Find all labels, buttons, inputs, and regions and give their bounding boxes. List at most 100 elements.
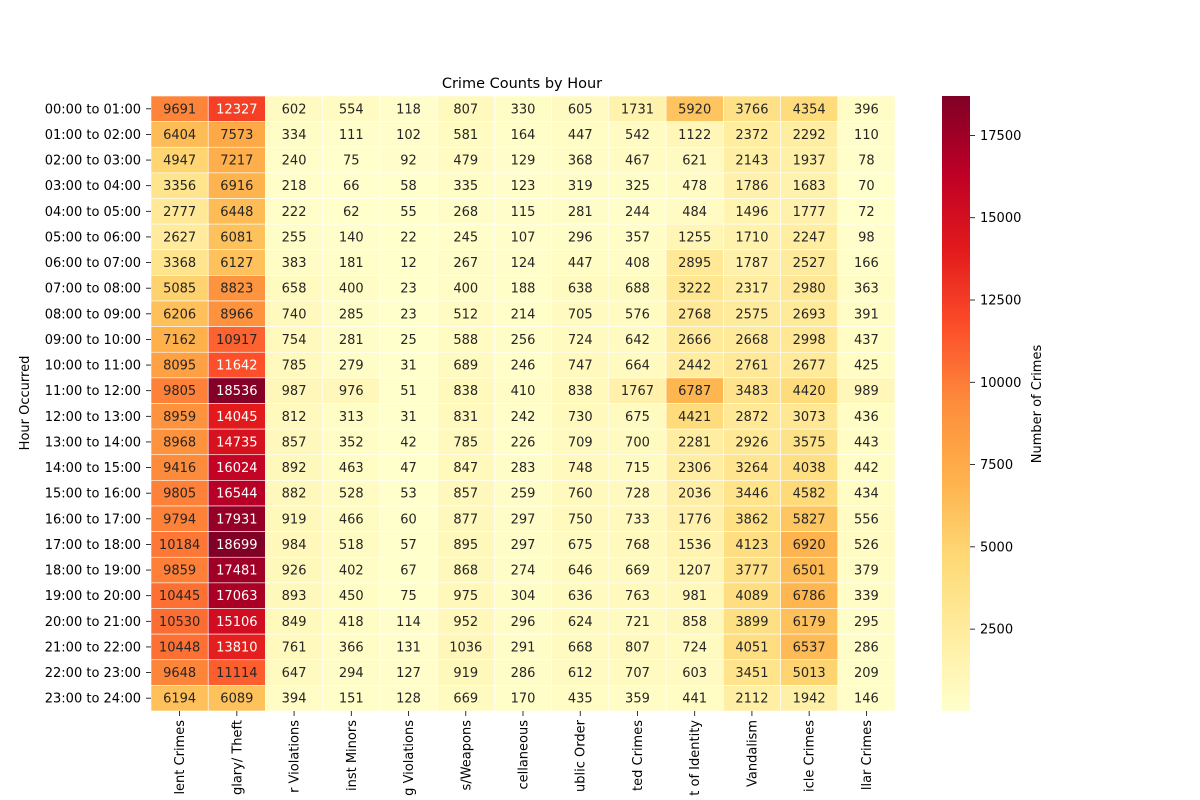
heatmap-cell: [207, 223, 266, 251]
cell-value-label: 291: [511, 640, 536, 655]
heatmap-cell: [837, 659, 896, 686]
cell-value-label: 1777: [793, 205, 826, 220]
cell-value-label: 181: [339, 256, 364, 271]
heatmap-cell: [265, 198, 323, 225]
row-label: 15:00 to 16:00: [45, 487, 141, 502]
cell-value-label: 831: [453, 410, 478, 425]
cell-value-label: 425: [854, 359, 879, 374]
heatmap-cell: [551, 582, 610, 609]
cell-value-label: 768: [625, 538, 650, 553]
heatmap-cell: [723, 377, 781, 404]
cell-value-label: 4421: [678, 410, 711, 425]
cell-value-label: 218: [282, 179, 307, 194]
heatmap-cell: [207, 505, 266, 532]
row-label: 23:00 to 24:00: [45, 692, 141, 707]
cell-value-label: 512: [453, 307, 478, 322]
cell-value-label: 868: [453, 564, 478, 579]
cell-value-label: 240: [282, 154, 307, 169]
heatmap-cell: [265, 300, 323, 327]
cell-value-label: 16024: [216, 461, 257, 476]
cell-value-label: 400: [453, 282, 478, 297]
cell-value-label: 391: [854, 307, 879, 322]
heatmap-cell: [837, 454, 896, 481]
column-labels: lent Crimes glary/ Theft r Violations inst …: [173, 711, 875, 796]
cell-value-label: 730: [568, 410, 593, 425]
heatmap-cell: [665, 326, 724, 353]
row-label: 14:00 to 15:00: [45, 461, 141, 476]
cell-value-label: 339: [854, 589, 879, 604]
heatmap-cell: [150, 480, 209, 507]
heatmap-cell: [322, 172, 381, 199]
heatmap-cell: [436, 275, 495, 302]
row-label: 17:00 to 18:00: [45, 538, 141, 553]
heatmap-cell: [723, 582, 781, 609]
heatmap-cell: [379, 633, 438, 661]
cell-value-label: 330: [511, 102, 536, 117]
row-label: 21:00 to 22:00: [45, 640, 141, 655]
row-label: 08:00 to 09:00: [45, 307, 141, 322]
cell-value-label: 436: [854, 410, 879, 425]
cell-value-label: 748: [568, 461, 593, 476]
cell-value-label: 151: [339, 692, 364, 707]
cell-value-label: 2768: [678, 307, 711, 322]
cell-value-label: 2575: [735, 307, 768, 322]
cell-value-label: 858: [682, 615, 707, 630]
cell-value-label: 646: [568, 564, 593, 579]
cell-value-label: 6501: [793, 564, 826, 579]
cell-value-label: 3766: [735, 102, 768, 117]
heatmap-cell: [837, 633, 896, 661]
cell-value-label: 402: [339, 564, 364, 579]
heatmap-cell: [322, 403, 381, 430]
cell-value-label: 6787: [678, 384, 711, 399]
row-label: 04:00 to 05:00: [45, 205, 141, 220]
heatmap-cell: [322, 326, 381, 353]
heatmap-cell: [780, 121, 839, 148]
cell-value-label: 42: [400, 435, 417, 450]
heatmap-cell: [494, 377, 552, 404]
cell-value-label: 1122: [678, 128, 711, 143]
heatmap-cell: [494, 223, 552, 251]
cell-value-label: 1942: [793, 692, 826, 707]
heatmap-cell: [723, 685, 781, 712]
cell-value-label: 785: [453, 435, 478, 450]
cell-value-label: 976: [339, 384, 364, 399]
heatmap-cell: [551, 505, 610, 532]
cell-value-label: 357: [625, 230, 650, 245]
cell-value-label: 467: [625, 154, 650, 169]
heatmap-cell: [780, 223, 839, 251]
cell-value-label: 2666: [678, 333, 711, 348]
row-label: 09:00 to 10:00: [45, 333, 141, 348]
cell-value-label: 102: [396, 128, 421, 143]
cell-value-label: 4947: [163, 154, 196, 169]
heatmap-cell: [322, 377, 381, 404]
heatmap-cell: [608, 633, 667, 661]
cell-value-label: 6194: [163, 692, 196, 707]
cell-value-label: 9648: [163, 666, 196, 681]
cell-value-label: 60: [400, 512, 417, 527]
cell-value-label: 602: [282, 102, 307, 117]
heatmap-cell: [608, 249, 667, 276]
heatmap-cell: [665, 659, 724, 686]
heatmap-cell: [780, 377, 839, 404]
heatmap-cell: [494, 685, 552, 712]
heatmap-cell: [379, 403, 438, 430]
cell-value-label: 297: [511, 512, 536, 527]
heatmap-cell: [551, 300, 610, 327]
cell-value-label: 919: [453, 666, 478, 681]
heatmap-cell: [436, 377, 495, 404]
heatmap-cell: [837, 326, 896, 353]
row-label: 20:00 to 21:00: [45, 615, 141, 630]
cell-value-label: 394: [282, 692, 307, 707]
heatmap-cell: [608, 480, 667, 507]
cell-value-label: 400: [339, 282, 364, 297]
heatmap-cell: [608, 198, 667, 225]
heatmap-cell: [551, 275, 610, 302]
cell-value-label: 7217: [220, 154, 253, 169]
heatmap-cell: [436, 249, 495, 276]
heatmap-cell: [494, 480, 552, 507]
cell-value-label: 164: [511, 128, 536, 143]
heatmap-cell: [723, 172, 781, 199]
column-label: ted Crimes: [631, 720, 646, 791]
cell-value-label: 246: [511, 359, 536, 374]
cell-value-label: 6206: [163, 307, 196, 322]
